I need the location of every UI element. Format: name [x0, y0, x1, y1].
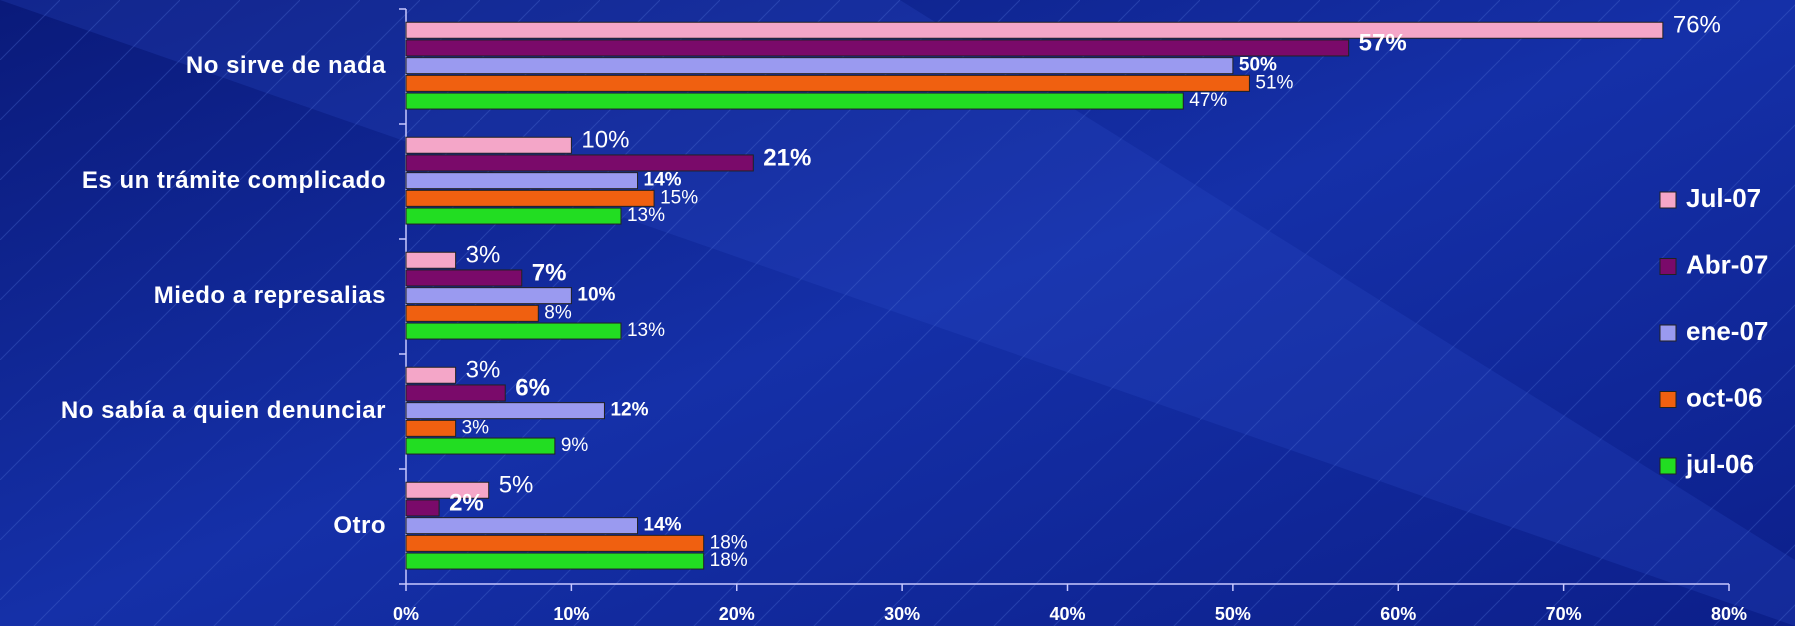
data-label: 15%	[660, 187, 698, 208]
category-label: No sabía a quien denunciar	[61, 397, 386, 424]
bar	[405, 21, 1664, 39]
x-tick-label: 50%	[1215, 604, 1251, 624]
data-label: 13%	[627, 320, 665, 341]
bar	[405, 207, 622, 225]
bar	[405, 384, 506, 402]
data-label: 10%	[577, 285, 615, 306]
bar	[405, 74, 1250, 92]
legend-label: Jul-07	[1686, 183, 1761, 213]
data-label: 6%	[515, 374, 550, 401]
bar	[405, 366, 457, 384]
bar	[405, 552, 705, 570]
data-label: 8%	[544, 302, 572, 323]
data-label: 10%	[581, 127, 629, 154]
data-label: 13%	[627, 205, 665, 226]
legend-swatch	[1659, 258, 1677, 275]
x-tick-label: 20%	[719, 604, 755, 624]
data-label: 2%	[449, 489, 484, 516]
data-label: 14%	[644, 515, 682, 536]
data-label: 3%	[466, 357, 501, 384]
x-tick-label: 40%	[1049, 604, 1085, 624]
bar	[405, 304, 539, 322]
data-label: 50%	[1239, 55, 1277, 76]
data-label: 18%	[710, 532, 748, 553]
bar	[405, 57, 1234, 75]
category-label: No sirve de nada	[186, 52, 386, 79]
data-label: 57%	[1359, 29, 1407, 56]
legend-swatch	[1659, 324, 1677, 342]
bar	[405, 499, 440, 517]
x-tick-label: 60%	[1380, 604, 1416, 624]
data-label: 3%	[466, 242, 501, 269]
legend-swatch	[1659, 391, 1677, 408]
bar	[405, 189, 655, 207]
x-tick-label: 0%	[393, 604, 419, 624]
data-label: 51%	[1255, 72, 1293, 93]
bar	[405, 172, 639, 190]
bar	[405, 136, 572, 154]
data-label: 14%	[644, 170, 682, 191]
legend-label: ene-07	[1686, 316, 1768, 346]
legend-swatch	[1659, 191, 1677, 209]
data-label: 3%	[462, 417, 490, 438]
bar	[405, 92, 1184, 110]
legend-label: oct-06	[1686, 382, 1763, 412]
bar	[405, 251, 457, 269]
data-label: 18%	[710, 550, 748, 571]
legend-swatch	[1659, 457, 1677, 475]
data-label: 5%	[499, 472, 534, 499]
x-tick-label: 80%	[1711, 604, 1747, 624]
data-label: 21%	[763, 144, 811, 171]
bar	[405, 269, 523, 287]
category-label: Otro	[333, 512, 386, 539]
x-tick-label: 70%	[1546, 604, 1582, 624]
data-label: 76%	[1673, 12, 1721, 39]
x-tick-label: 30%	[884, 604, 920, 624]
category-label: Es un trámite complicado	[82, 167, 386, 194]
bar	[405, 154, 754, 172]
bar	[405, 402, 605, 420]
bar	[405, 517, 639, 535]
data-label: 47%	[1189, 90, 1227, 111]
legend-label: Abr-07	[1686, 249, 1768, 279]
category-label: Miedo a represalias	[154, 282, 386, 309]
bar	[405, 322, 622, 340]
data-label: 9%	[561, 435, 589, 456]
bar	[405, 419, 457, 437]
bar	[405, 437, 556, 455]
data-label: 7%	[532, 259, 567, 286]
bar	[405, 39, 1350, 57]
bar	[405, 481, 490, 499]
legend-label: jul-06	[1685, 449, 1754, 479]
bar	[405, 534, 705, 552]
data-label: 12%	[610, 400, 648, 421]
bar	[405, 287, 572, 305]
x-tick-label: 10%	[553, 604, 589, 624]
